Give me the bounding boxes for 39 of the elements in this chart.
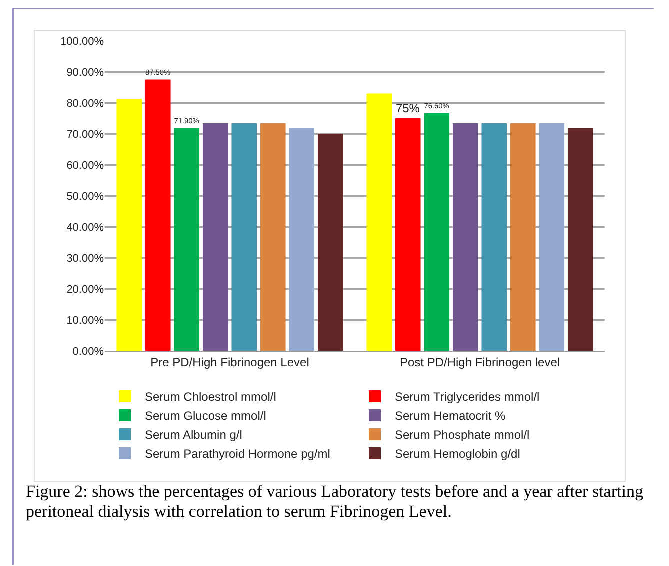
- y-tick-label: 90.00%: [66, 66, 104, 79]
- legend-label: Serum Chloestrol mmol/l: [145, 390, 276, 404]
- bar: [289, 128, 315, 351]
- bar: [568, 128, 594, 351]
- bar: [395, 118, 421, 351]
- y-tick-label: 70.00%: [66, 128, 104, 141]
- legend-label: Serum Triglycerides mmol/l: [395, 390, 540, 404]
- y-tick-label: 30.00%: [66, 252, 104, 265]
- bar: [260, 123, 286, 351]
- bar: [116, 98, 142, 351]
- legend-label: Serum Phosphate mmol/l: [395, 428, 530, 442]
- bar: [366, 94, 392, 351]
- legend-label: Serum Albumin g/l: [145, 428, 242, 442]
- y-tick-label: 50.00%: [66, 190, 104, 203]
- y-tick-label: 20.00%: [66, 284, 104, 296]
- bar: [482, 123, 508, 351]
- bar: [174, 128, 200, 351]
- data-label: 75%: [396, 102, 420, 116]
- legend-label: Serum Glucose mmol/l: [145, 409, 266, 424]
- y-tick-label: 100.00%: [60, 36, 104, 48]
- bar: [539, 123, 565, 351]
- bar: [318, 134, 344, 351]
- y-tick-label: 60.00%: [66, 160, 104, 172]
- legend-label: Serum Hematocrit %: [395, 409, 506, 424]
- x-tick-label: Post PD/High Fibrinogen level: [400, 355, 560, 370]
- bar: [452, 123, 478, 351]
- bar: [424, 114, 450, 351]
- bar: [202, 123, 228, 351]
- caption: Figure 2: shows the percentages of various Laboratory tests before and a year after starting peritoneal dialysis with correlation to serum Fibrinogen Level.: [26, 482, 644, 522]
- y-tick-label: 10.00%: [66, 314, 104, 327]
- x-tick-label: Pre PD/High Fibrinogen Level: [150, 355, 310, 370]
- bar: [510, 123, 536, 351]
- y-tick-label: 40.00%: [66, 222, 104, 234]
- bar: [145, 80, 171, 351]
- bar: [232, 123, 258, 351]
- legend-label: Serum Parathyroid Hormone pg/ml: [145, 447, 330, 462]
- y-tick-label: 0.00%: [72, 346, 104, 358]
- legend-label: Serum Hemoglobin g/dl: [395, 447, 520, 462]
- y-tick-label: 80.00%: [66, 98, 104, 110]
